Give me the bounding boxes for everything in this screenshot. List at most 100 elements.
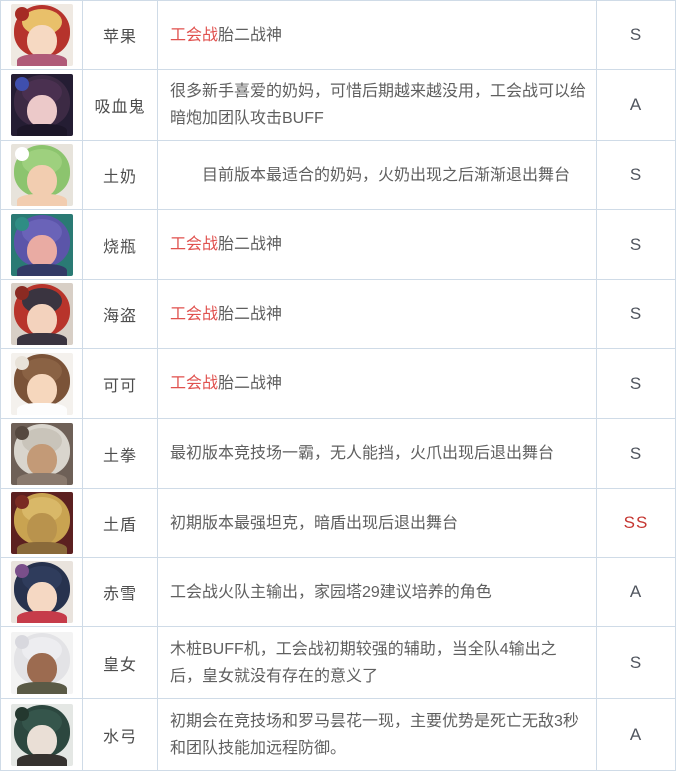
tier-rating: A xyxy=(629,582,643,601)
avatar-cell xyxy=(1,349,83,418)
character-name: 赤雪 xyxy=(83,558,158,626)
character-name: 皇女 xyxy=(83,627,158,698)
table-row: 皇女 木桩BUFF机，工会战初期较强的辅助，当全队4输出之后，皇女就没有存在的意… xyxy=(1,627,675,699)
avatar-torso-shape xyxy=(16,263,67,276)
tier-rating: S xyxy=(629,304,643,323)
character-avatar xyxy=(10,422,73,485)
character-name: 水弓 xyxy=(83,699,158,770)
avatar-cell xyxy=(1,699,83,770)
tier-rating: S xyxy=(629,443,643,463)
description-red-text: 工会战 xyxy=(170,375,219,392)
character-avatar xyxy=(10,561,73,623)
avatar-face-shape xyxy=(26,724,57,757)
character-description: 工会战胎二战神 xyxy=(158,280,597,348)
tier-rating: S xyxy=(629,165,643,184)
character-avatar xyxy=(10,492,73,554)
character-name: 海盗 xyxy=(83,280,158,348)
character-name: 烧瓶 xyxy=(83,210,158,279)
character-name: 土奶 xyxy=(83,141,158,209)
avatar-torso-shape xyxy=(16,753,67,766)
avatar-face-shape xyxy=(26,165,57,197)
avatar-torso-shape xyxy=(16,124,67,136)
character-description: 初期会在竞技场和罗马昙花一现，主要优势是死亡无敌3秒和团队技能加远程防御。 xyxy=(158,699,597,770)
avatar-face-shape xyxy=(26,25,57,57)
description-text: 目前版本最适合的奶妈，火奶出现之后渐渐退出舞台 xyxy=(170,166,571,184)
character-avatar xyxy=(10,283,73,345)
table-row: 苹果 工会战胎二战神 S xyxy=(1,1,675,70)
description-text: 胎二战神 xyxy=(218,375,283,392)
avatar-torso-shape xyxy=(16,681,67,694)
avatar-cell xyxy=(1,419,83,488)
character-avatar xyxy=(10,4,73,66)
table-row: 烧瓶 工会战胎二战神 S xyxy=(1,210,675,280)
description-text: 工会战火队主输出，家园塔29建议培养的角色 xyxy=(170,583,492,601)
character-name: 苹果 xyxy=(83,1,158,69)
avatar-torso-shape xyxy=(16,472,67,485)
avatar-accent-shape xyxy=(14,77,29,91)
character-avatar xyxy=(10,144,73,206)
character-name: 可可 xyxy=(83,349,158,418)
character-description: 很多新手喜爱的奶妈，可惜后期越来越没用，工会战可以给暗炮加团队攻击BUFF xyxy=(158,70,597,140)
avatar-accent-shape xyxy=(14,286,29,300)
avatar-torso-shape xyxy=(16,54,67,66)
avatar-accent-shape xyxy=(14,564,29,578)
description-red-text: 工会战 xyxy=(170,305,219,323)
character-name: 土盾 xyxy=(83,489,158,557)
avatar-face-shape xyxy=(26,652,57,685)
character-description: 工会战胎二战神 xyxy=(158,349,597,418)
avatar-cell xyxy=(1,627,83,698)
avatar-accent-shape xyxy=(14,495,29,509)
tier-rating: S xyxy=(629,373,643,393)
character-avatar xyxy=(10,703,73,766)
avatar-accent-shape xyxy=(14,425,29,440)
avatar-face-shape xyxy=(26,234,57,267)
character-avatar xyxy=(10,631,73,694)
character-description: 木桩BUFF机，工会战初期较强的辅助，当全队4输出之后，皇女就没有存在的意义了 xyxy=(158,627,597,698)
avatar-face-shape xyxy=(26,373,57,406)
character-name: 吸血鬼 xyxy=(83,70,158,140)
avatar-accent-shape xyxy=(14,634,29,649)
table-row: 赤雪 工会战火队主输出，家园塔29建议培养的角色 A xyxy=(1,558,675,627)
description-text: 木桩BUFF机，工会战初期较强的辅助，当全队4输出之后，皇女就没有存在的意义了 xyxy=(170,640,557,685)
description-text: 胎二战神 xyxy=(218,236,283,253)
avatar-cell xyxy=(1,70,83,140)
table-row: 土奶 目前版本最适合的奶妈，火奶出现之后渐渐退出舞台 S xyxy=(1,141,675,210)
character-avatar xyxy=(10,74,73,136)
character-description: 工会战火队主输出，家园塔29建议培养的角色 xyxy=(158,558,597,626)
avatar-accent-shape xyxy=(14,7,29,21)
avatar-torso-shape xyxy=(16,542,67,554)
avatar-face-shape xyxy=(26,95,57,127)
character-description: 工会战胎二战神 xyxy=(158,1,597,69)
avatar-accent-shape xyxy=(14,706,29,721)
avatar-cell xyxy=(1,489,83,557)
avatar-face-shape xyxy=(26,582,57,614)
character-avatar xyxy=(10,213,73,276)
character-description: 目前版本最适合的奶妈，火奶出现之后渐渐退出舞台 xyxy=(158,141,597,209)
avatar-torso-shape xyxy=(16,194,67,206)
character-description: 初期版本最强坦克，暗盾出现后退出舞台 xyxy=(158,489,597,557)
table-row: 土盾 初期版本最强坦克，暗盾出现后退出舞台 SS xyxy=(1,489,675,558)
table-row: 可可 工会战胎二战神 S xyxy=(1,349,675,419)
tier-rating: A xyxy=(629,95,643,114)
description-text: 胎二战神 xyxy=(218,305,283,323)
description-text: 很多新手喜爱的奶妈，可惜后期越来越没用，工会战可以给暗炮加团队攻击BUFF xyxy=(170,83,587,127)
avatar-cell xyxy=(1,141,83,209)
character-name: 土拳 xyxy=(83,419,158,488)
description-red-text: 工会战 xyxy=(170,26,219,44)
description-text: 最初版本竞技场一霸，无人能挡，火爪出现后退出舞台 xyxy=(170,445,555,462)
description-text: 初期版本最强坦克，暗盾出现后退出舞台 xyxy=(170,514,459,532)
avatar-accent-shape xyxy=(14,355,29,370)
avatar-cell xyxy=(1,1,83,69)
table-row: 土拳 最初版本竞技场一霸，无人能挡，火爪出现后退出舞台 S xyxy=(1,419,675,489)
avatar-face-shape xyxy=(26,304,57,336)
character-description: 最初版本竞技场一霸，无人能挡，火爪出现后退出舞台 xyxy=(158,419,597,488)
avatar-face-shape xyxy=(26,443,57,476)
character-avatar xyxy=(10,352,73,415)
avatar-cell xyxy=(1,210,83,279)
description-red-text: 工会战 xyxy=(170,236,219,253)
avatar-torso-shape xyxy=(16,402,67,415)
tier-rating: S xyxy=(629,652,643,672)
avatar-cell xyxy=(1,558,83,626)
avatar-torso-shape xyxy=(16,611,67,623)
